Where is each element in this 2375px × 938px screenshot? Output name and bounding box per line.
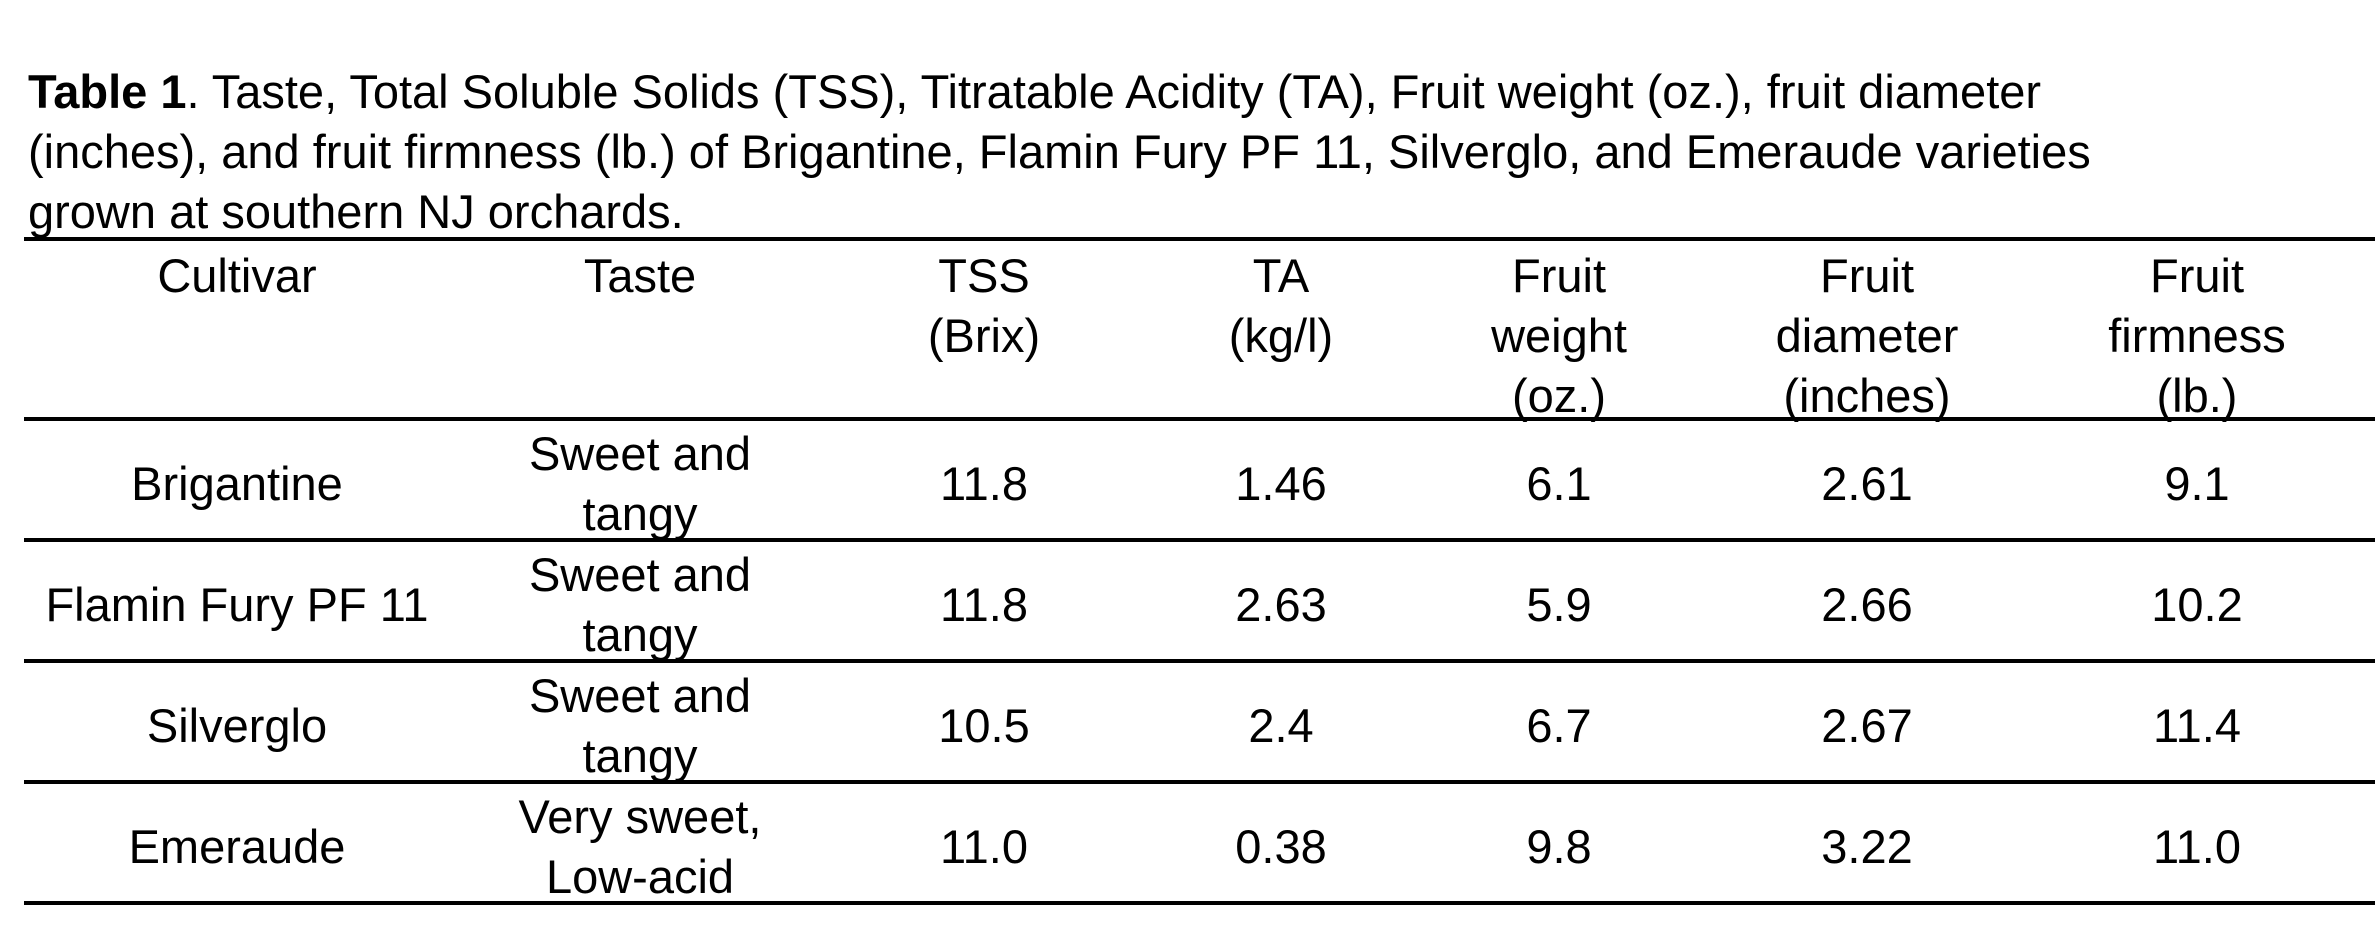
table-cell: 5.9 [1526,577,1592,631]
caption-text: . Taste, Total Soluble Solids (TSS), Tit… [28,65,2091,238]
row-header-cultivar: Silverglo [146,698,328,752]
row-header-cultivar: Emeraude [128,819,346,873]
column-header: Fruit weight (oz.) [1491,249,1627,422]
table-cell: 11.8 [940,577,1028,631]
column-header: TA (kg/l) [1228,249,1334,362]
table-cell: 6.7 [1526,698,1592,752]
table-cell: 2.67 [1821,698,1913,752]
column-header: TSS (Brix) [927,249,1041,362]
table-cell: Sweet and tangy [528,668,752,782]
column-header: Taste [583,249,697,302]
header-bottom-rule [24,417,2375,421]
table-cell: 2.63 [1235,577,1327,631]
column-header: Fruit diameter (inches) [1775,249,1959,422]
table-cell: 10.2 [2151,577,2243,631]
row-header-cultivar: Brigantine [131,456,343,510]
header-top-rule [24,237,2375,241]
row-header-cultivar: Flamin Fury PF 11 [45,577,429,631]
table-bottom-rule [24,901,2375,905]
table-caption: Table 1. Taste, Total Soluble Solids (TS… [28,62,2328,242]
table-cell: Sweet and tangy [528,547,752,661]
table-cell: 9.8 [1526,819,1592,873]
table-cell: 10.5 [938,698,1030,752]
table-cell: 2.66 [1821,577,1913,631]
table-cell: 11.8 [940,456,1028,510]
table-cell: 3.22 [1821,819,1913,873]
column-header: Fruit firmness (lb.) [2108,249,2286,422]
table-cell: 6.1 [1526,456,1592,510]
column-header: Cultivar [157,249,317,302]
table-cell: 1.46 [1235,456,1327,510]
table-cell: 11.4 [2153,698,2241,752]
table-cell: Sweet and tangy [528,426,752,540]
caption-label: Table 1 [28,65,187,118]
row-divider [24,538,2375,542]
table-cell: 2.61 [1821,456,1913,510]
table-cell: Very sweet, Low-acid [518,789,762,903]
table-cell: 2.4 [1248,698,1314,752]
row-divider [24,659,2375,663]
table-cell: 11.0 [940,819,1028,873]
row-divider [24,780,2375,784]
table-cell: 0.38 [1235,819,1327,873]
table-cell: 9.1 [2164,456,2230,510]
table-cell: 11.0 [2153,819,2241,873]
